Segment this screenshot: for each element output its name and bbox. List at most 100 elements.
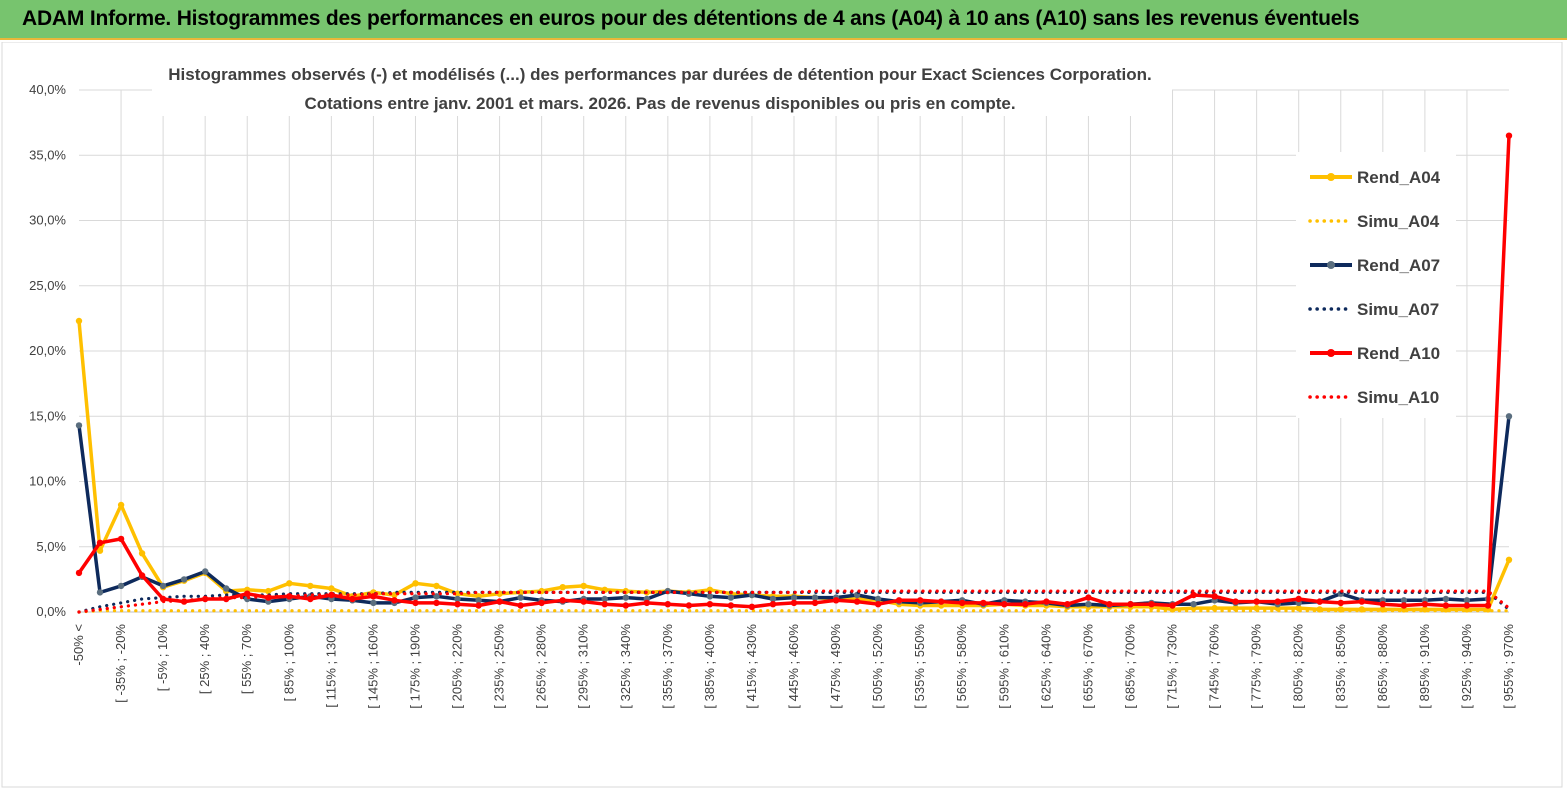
data-point	[1316, 598, 1323, 605]
x-tick-label: [ 85% ; 100%	[281, 624, 296, 702]
data-point	[180, 576, 188, 583]
data-point	[370, 593, 377, 600]
data-point	[433, 582, 440, 590]
data-point	[1463, 597, 1471, 604]
x-tick-label: [ 55% ; 70%	[239, 624, 254, 695]
data-point	[832, 597, 840, 604]
x-tick-label: [ 535% ; 550%	[912, 624, 927, 709]
y-tick-label: 25,0%	[29, 278, 66, 293]
data-point	[1442, 602, 1450, 609]
data-point	[601, 595, 608, 603]
x-tick-label: [ 475% ; 490%	[828, 624, 843, 709]
data-point	[223, 585, 230, 592]
data-point	[328, 591, 335, 599]
data-point	[938, 598, 945, 605]
x-tick-label: [ 565% ; 580%	[954, 624, 969, 709]
data-point	[748, 603, 756, 610]
x-tick-label: [ 955% ; 970%	[1501, 624, 1516, 709]
x-tick-label: [ 745% ; 760%	[1207, 624, 1222, 709]
data-point	[1106, 601, 1113, 608]
data-point	[1358, 598, 1366, 605]
x-tick-label: -50% <	[71, 624, 86, 666]
data-point	[1484, 602, 1492, 609]
data-point	[1211, 593, 1218, 600]
data-point	[454, 590, 461, 597]
x-tick-label: [ -35% ; -20%	[113, 624, 128, 703]
x-tick-label: [ 775% ; 790%	[1249, 624, 1264, 709]
data-point	[307, 582, 314, 590]
data-point	[1379, 601, 1387, 608]
data-point	[96, 539, 104, 546]
gridlines	[1, 42, 1563, 788]
axes: 0,0% 5,0% 10,0% 15,0% 20,0% 25,0% 30,0% 35,0% 40…	[29, 82, 1516, 709]
data-point	[1085, 594, 1092, 601]
title-background	[152, 58, 1172, 116]
data-point	[917, 597, 924, 604]
data-point	[1505, 556, 1513, 563]
x-tick-label: [ 445% ; 460%	[786, 624, 801, 709]
data-point	[475, 597, 482, 604]
y-tick-label: 10,0%	[29, 474, 66, 489]
data-point	[1274, 598, 1281, 605]
data-point	[685, 602, 693, 609]
data-point	[96, 589, 104, 596]
data-point	[1064, 601, 1071, 608]
x-tick-label: [ 595% ; 610%	[996, 624, 1011, 709]
y-tick-label: 40,0%	[29, 82, 66, 97]
chart-title-line2: Cotations entre janv. 2001 et mars. 2026…	[304, 94, 1015, 113]
data-point	[1190, 601, 1197, 608]
legend-label: Simu_A07	[1357, 300, 1439, 319]
data-point	[1400, 597, 1408, 604]
data-point	[117, 501, 125, 509]
x-tick-label: [ 715% ; 730%	[1165, 624, 1180, 709]
data-point	[1043, 598, 1050, 605]
data-point	[874, 601, 882, 608]
data-point	[328, 585, 335, 592]
legend-marker	[1327, 261, 1335, 269]
banner: ADAM Informe. Histogrammes des performan…	[0, 0, 1567, 40]
legend-label: Rend_A10	[1357, 344, 1440, 363]
data-point	[559, 584, 566, 591]
data-point	[1295, 595, 1302, 603]
data-point	[1400, 602, 1408, 609]
data-point	[117, 535, 125, 543]
data-point	[1148, 601, 1155, 608]
data-point	[412, 594, 419, 601]
x-tick-label: [ 805% ; 820%	[1291, 624, 1306, 709]
chart-title-line1: Histogrammes observés (-) et modélisés (…	[168, 65, 1151, 84]
data-point	[517, 594, 524, 601]
x-tick-label: [ 925% ; 940%	[1459, 624, 1474, 709]
data-point	[391, 597, 398, 604]
data-point	[1253, 598, 1260, 605]
data-point	[138, 550, 146, 557]
data-point	[790, 594, 798, 601]
data-point	[454, 595, 461, 603]
data-point	[538, 599, 545, 607]
x-tick-label: [ 325% ; 340%	[618, 624, 633, 709]
x-tick-label: [ 145% ; 160%	[365, 624, 380, 709]
data-point	[202, 568, 209, 575]
data-point	[1505, 413, 1513, 420]
x-tick-label: [ 205% ; 220%	[450, 624, 465, 709]
y-tick-label: 35,0%	[29, 147, 66, 162]
legend-marker	[1327, 349, 1335, 357]
x-tick-label: [ 415% ; 430%	[744, 624, 759, 709]
banner-title: ADAM Informe. Histogrammes des performan…	[22, 7, 1360, 30]
data-point	[853, 598, 861, 605]
data-point	[622, 594, 629, 601]
data-point	[1505, 132, 1513, 139]
data-point	[874, 595, 882, 603]
legend-background	[1296, 152, 1456, 418]
data-point	[496, 598, 503, 605]
data-point	[517, 589, 524, 596]
x-tick-label: [ 505% ; 520%	[870, 624, 885, 709]
data-point	[1022, 601, 1029, 608]
data-point	[1463, 602, 1471, 609]
x-tick-label: [ 115% ; 130%	[323, 624, 338, 708]
data-point	[244, 590, 251, 597]
y-tick-label: 30,0%	[29, 213, 66, 228]
data-point	[769, 595, 777, 603]
data-point	[1190, 591, 1197, 599]
data-point	[1169, 602, 1176, 609]
x-tick-label: [ -5% ; 10%	[155, 624, 170, 692]
